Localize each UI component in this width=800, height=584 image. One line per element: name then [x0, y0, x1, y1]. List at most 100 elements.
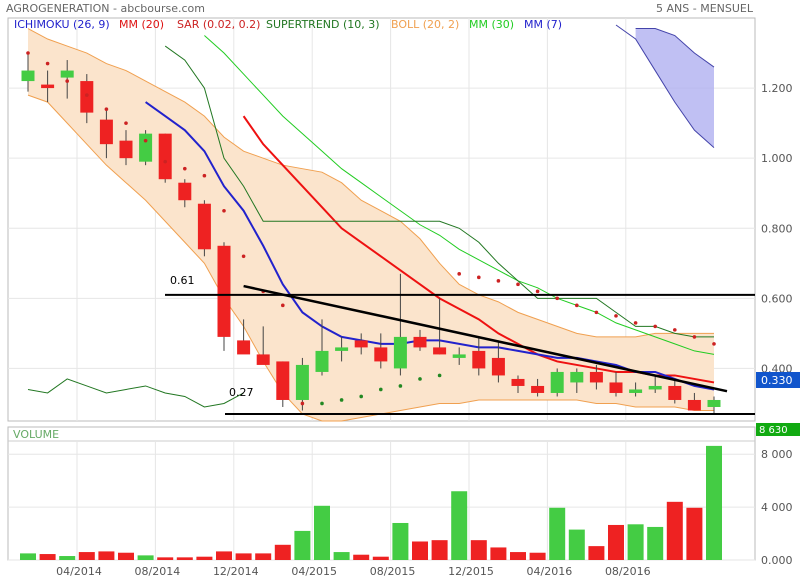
current-volume-badge: [756, 423, 800, 436]
candle: [452, 347, 466, 365]
candle-body: [178, 182, 192, 201]
candle: [531, 378, 545, 397]
sar-dot: [516, 282, 520, 287]
volume-bar: [529, 552, 546, 560]
sar-dot: [379, 387, 383, 392]
volume-bar: [372, 556, 389, 560]
candle-body: [472, 350, 486, 369]
candle: [21, 53, 35, 92]
volume-bar: [216, 551, 232, 560]
volume-bar: [647, 526, 664, 560]
sar-dot: [241, 254, 246, 259]
price-y-tick-label: 0.600: [761, 292, 793, 305]
price-y-tick-label: 0.800: [761, 222, 793, 235]
candle: [491, 340, 505, 383]
price-plot-area: [21, 24, 755, 422]
candle: [354, 333, 368, 355]
x-tick-label: 08/2014: [135, 565, 181, 578]
candle-body: [60, 70, 74, 78]
candle-body: [531, 385, 545, 393]
volume-bar: [333, 552, 350, 560]
volume-bar: [666, 501, 683, 560]
downtrend-line: [243, 284, 728, 393]
sar-dot: [535, 289, 540, 294]
bollinger-upper-line: [27, 28, 714, 338]
sar-dot: [496, 279, 501, 283]
legend-supertrend: SUPERTREND (10, 3): [266, 18, 380, 31]
volume-bar: [294, 530, 311, 560]
candle: [276, 361, 290, 407]
legend-sar: SAR (0.02, 0.2): [177, 18, 260, 31]
volume-bar: [412, 541, 428, 560]
volume-bar: [137, 555, 154, 560]
sar-dot: [692, 335, 697, 339]
candle: [609, 371, 623, 397]
bollinger-lower-line: [27, 94, 714, 422]
legend-mm20: MM (20): [119, 18, 164, 31]
candle: [433, 298, 447, 355]
candle: [687, 392, 701, 411]
volume-bar: [470, 540, 487, 560]
volume-bar: [314, 505, 330, 560]
legend-boll: BOLL (20, 2): [391, 18, 459, 31]
candle: [550, 368, 564, 397]
candle: [139, 130, 153, 166]
candle: [668, 378, 682, 404]
sar-dot: [555, 296, 559, 301]
candle: [335, 336, 349, 362]
volume-bar: [490, 547, 507, 560]
volume-bar: [353, 554, 370, 560]
volume-bars: [20, 445, 722, 560]
x-tick-label: 08/2016: [605, 565, 651, 578]
volume-bar: [608, 524, 624, 560]
volume-bar: [431, 540, 448, 560]
candle-body: [452, 354, 466, 358]
candle-body: [158, 133, 172, 180]
volume-bar: [568, 529, 585, 560]
volume-bar: [451, 491, 468, 560]
candle-body: [335, 347, 349, 351]
series-line-3: [164, 45, 714, 338]
candle: [589, 364, 603, 390]
candle: [315, 319, 329, 376]
x-tick-label: 04/2014: [56, 565, 102, 578]
sar-dot: [124, 121, 128, 125]
ichimoku-span-b-line: [615, 24, 715, 149]
candle: [707, 396, 721, 414]
volume-bar: [59, 556, 76, 560]
current-volume-value: 8 630: [759, 425, 788, 436]
ichimoku-cloud: [635, 28, 714, 148]
ichimoku-chikou-line: [27, 378, 244, 408]
candle: [178, 179, 192, 208]
sar-dot: [104, 107, 109, 111]
candle: [629, 382, 643, 397]
sar-dot: [457, 272, 462, 276]
candle: [413, 329, 427, 351]
sar-dot: [398, 384, 403, 388]
x-tick-label: 04/2015: [291, 565, 337, 578]
candle-body: [413, 336, 427, 348]
volume-bar: [39, 554, 56, 560]
volume-bar: [274, 544, 291, 560]
sar-dot: [85, 93, 89, 97]
volume-bar: [627, 524, 644, 560]
volume-bar: [157, 557, 174, 560]
candle: [472, 336, 486, 376]
x-tick-label: 08/2015: [370, 565, 416, 578]
level-label-061: 0.61: [170, 274, 195, 287]
candle: [648, 375, 662, 393]
volume-bar: [686, 507, 703, 560]
volume-bar: [549, 507, 566, 560]
period-label: 5 ANS - MENSUEL: [656, 2, 754, 15]
sar-dot: [673, 328, 677, 332]
volume-bar: [196, 556, 213, 560]
volume-bar: [255, 553, 272, 560]
candle: [393, 273, 407, 376]
ichimoku-span-a-line: [635, 28, 715, 68]
candle-body: [139, 133, 153, 162]
sar-dot: [183, 166, 187, 171]
price-y-tick-label: 1.000: [761, 152, 793, 165]
candle: [570, 368, 584, 393]
volume-bar: [118, 552, 134, 560]
sar-dot: [633, 321, 638, 325]
